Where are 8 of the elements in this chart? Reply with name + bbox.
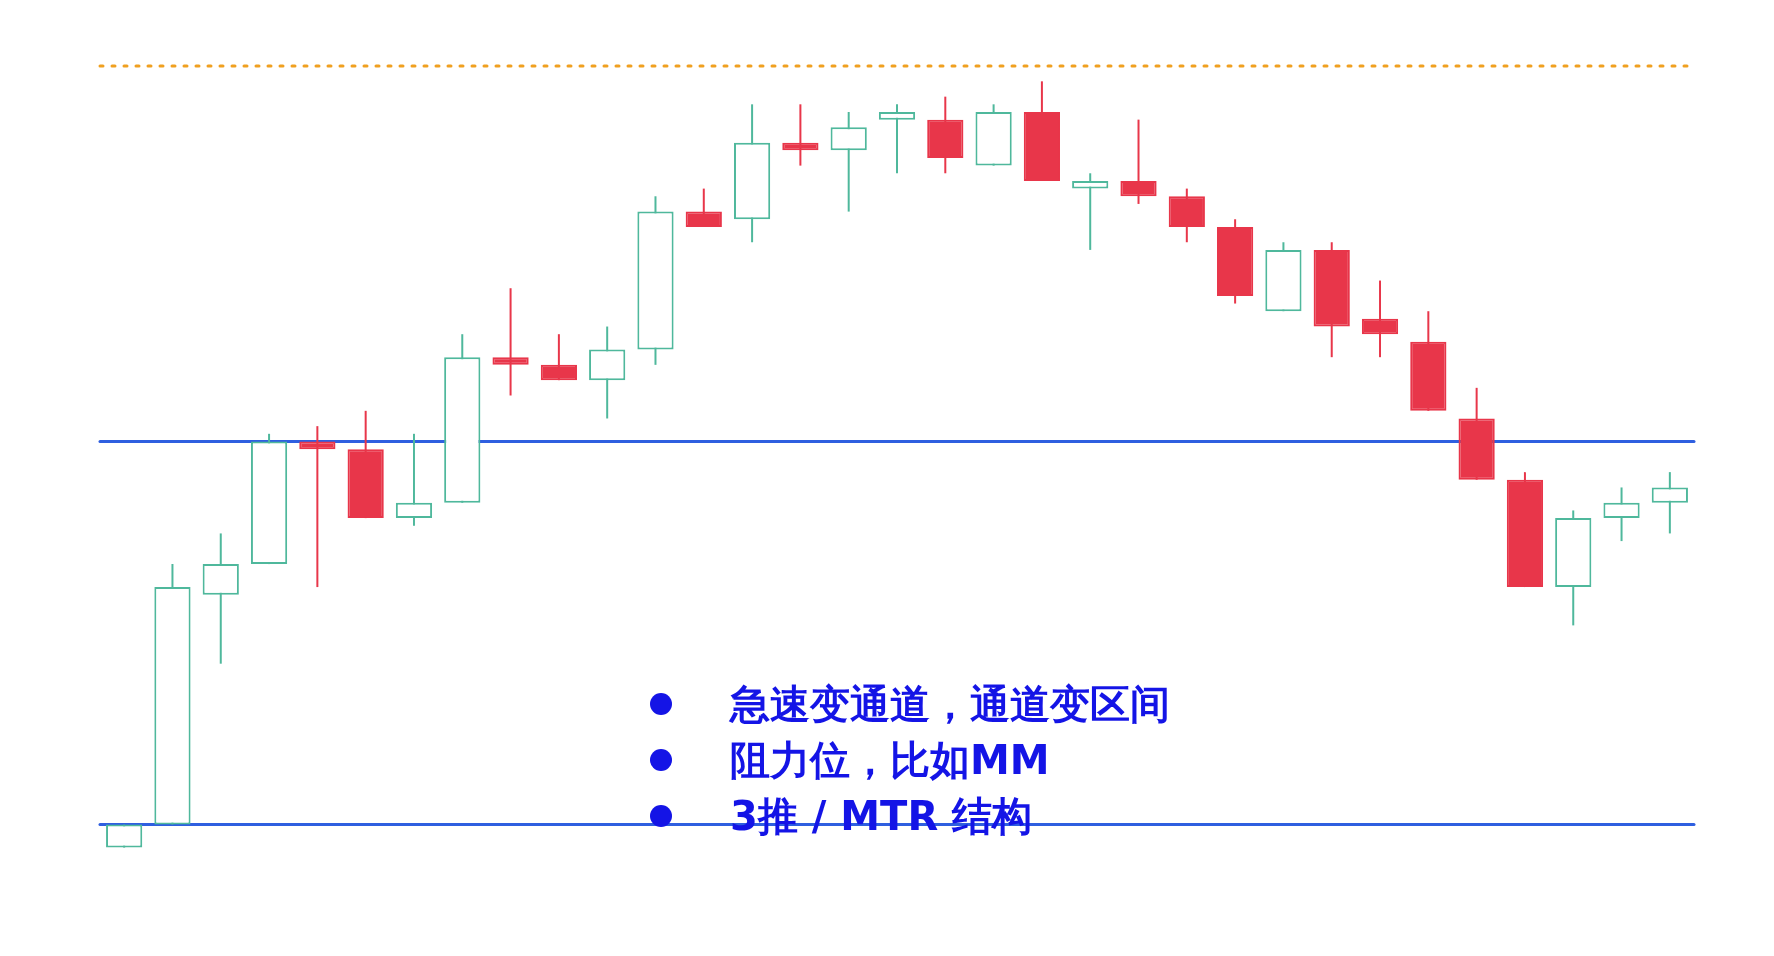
annotation: 急速变通道，通道变区间 xyxy=(730,681,1170,727)
annotation: 阻力位，比如MM xyxy=(730,737,1050,783)
candlestick xyxy=(1072,172,1109,251)
candlestick xyxy=(878,103,916,175)
candlestick xyxy=(492,287,529,397)
candlestick xyxy=(1120,118,1157,205)
candlestick xyxy=(299,425,336,589)
candlestick xyxy=(395,432,433,527)
